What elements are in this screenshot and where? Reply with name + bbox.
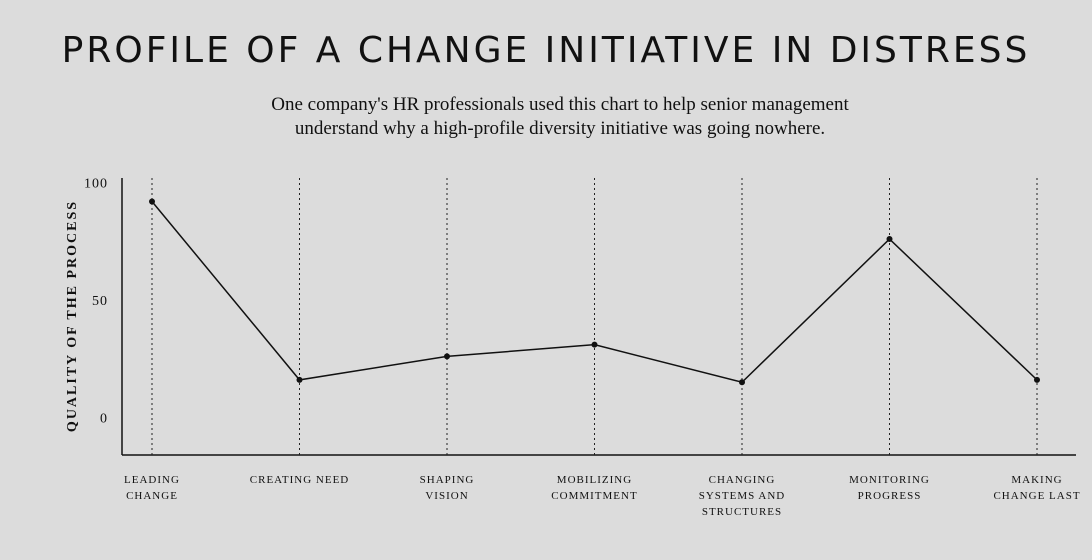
x-tick-label: CHANGING SYSTEMS AND STRUCTURES xyxy=(698,474,786,518)
x-tick-label: SHAPING VISION xyxy=(419,474,475,502)
y-axis-label: QUALITY OF THE PROCESS xyxy=(65,200,80,432)
y-tick-label: 0 xyxy=(100,411,108,426)
x-tick-label: MAKING CHANGE LAST xyxy=(993,474,1081,502)
x-tick-label: MONITORING PROGRESS xyxy=(849,474,930,502)
point xyxy=(444,353,450,360)
y-tick-label: 50 xyxy=(92,294,108,309)
point xyxy=(1034,376,1040,383)
chart-subtitle: One company's HR professionals used this… xyxy=(271,94,849,115)
x-tick-label: MOBILIZING COMMITMENT xyxy=(551,474,638,502)
x-tick-label: CREATING NEED xyxy=(249,474,350,486)
point xyxy=(739,379,745,386)
chart-title: PROFILE OF A CHANGE INITIATIVE IN DISTRE… xyxy=(62,30,1031,71)
point xyxy=(591,341,598,348)
point xyxy=(149,198,155,205)
point xyxy=(886,236,893,243)
y-tick-label: 100 xyxy=(84,177,108,192)
point xyxy=(296,376,303,383)
chart-subtitle: understand why a high-profile diversity … xyxy=(295,118,825,139)
x-tick-label: LEADING CHANGE xyxy=(124,474,180,502)
